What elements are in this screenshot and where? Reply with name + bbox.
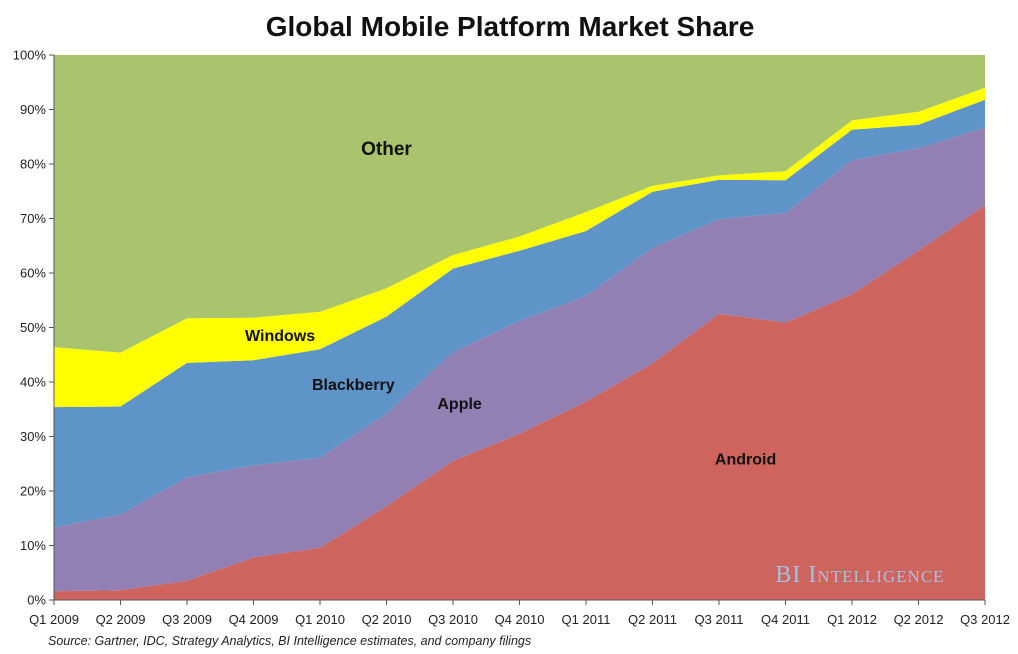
y-tick-label: 100% xyxy=(13,48,47,63)
x-tick-label: Q1 2011 xyxy=(562,612,611,627)
series-label-blackberry: Blackberry xyxy=(312,377,395,394)
y-tick-label: 10% xyxy=(20,538,46,553)
x-tick-label: Q2 2012 xyxy=(894,612,944,627)
area-windows xyxy=(54,87,985,408)
y-tick-label: 80% xyxy=(20,157,46,172)
series-label-windows: Windows xyxy=(245,328,315,345)
y-tick-label: 90% xyxy=(20,102,46,117)
y-tick-label: 30% xyxy=(20,429,46,444)
x-tick-label: Q4 2010 xyxy=(495,612,545,627)
x-tick-label: Q1 2010 xyxy=(295,612,345,627)
x-tick-label: Q2 2010 xyxy=(362,612,412,627)
area-blackberry xyxy=(54,99,985,528)
series-label-android: Android xyxy=(715,451,776,468)
y-tick-label: 60% xyxy=(20,266,46,281)
x-tick-label: Q3 2012 xyxy=(960,612,1010,627)
x-tick-label: Q2 2009 xyxy=(96,612,146,627)
areas-layer xyxy=(54,55,985,600)
x-tick-label: Q3 2009 xyxy=(162,612,212,627)
series-label-other: Other xyxy=(361,139,412,160)
x-tick-label: Q3 2010 xyxy=(428,612,478,627)
y-tick-label: 70% xyxy=(20,211,46,226)
x-tick-label: Q2 2011 xyxy=(628,612,677,627)
source-note: Source: Gartner, IDC, Strategy Analytics… xyxy=(48,634,531,648)
y-tick-label: 40% xyxy=(20,375,46,390)
area-apple xyxy=(54,127,985,592)
x-tick-label: Q1 2012 xyxy=(827,612,877,627)
labels-layer: Android Apple Blackberry Windows Other xyxy=(245,139,776,468)
y-tick-label: 0% xyxy=(27,593,46,608)
x-tick-label: Q3 2011 xyxy=(695,612,744,627)
y-tick-label: 20% xyxy=(20,484,46,499)
area-android xyxy=(54,205,985,600)
area-other xyxy=(54,55,985,353)
y-tick-label: 50% xyxy=(20,320,46,335)
chart-title: Global Mobile Platform Market Share xyxy=(266,11,755,42)
x-tick-label: Q1 2009 xyxy=(29,612,79,627)
axes-layer: 0% 10% 20% 30% 40% 50% 60% 70% 80% 90% 100% Q1 2009… xyxy=(13,48,1010,628)
x-tick-label: Q4 2011 xyxy=(761,612,810,627)
watermark: BI Intelligence xyxy=(775,562,944,588)
series-label-apple: Apple xyxy=(437,396,482,413)
x-tick-label: Q4 2009 xyxy=(229,612,279,627)
